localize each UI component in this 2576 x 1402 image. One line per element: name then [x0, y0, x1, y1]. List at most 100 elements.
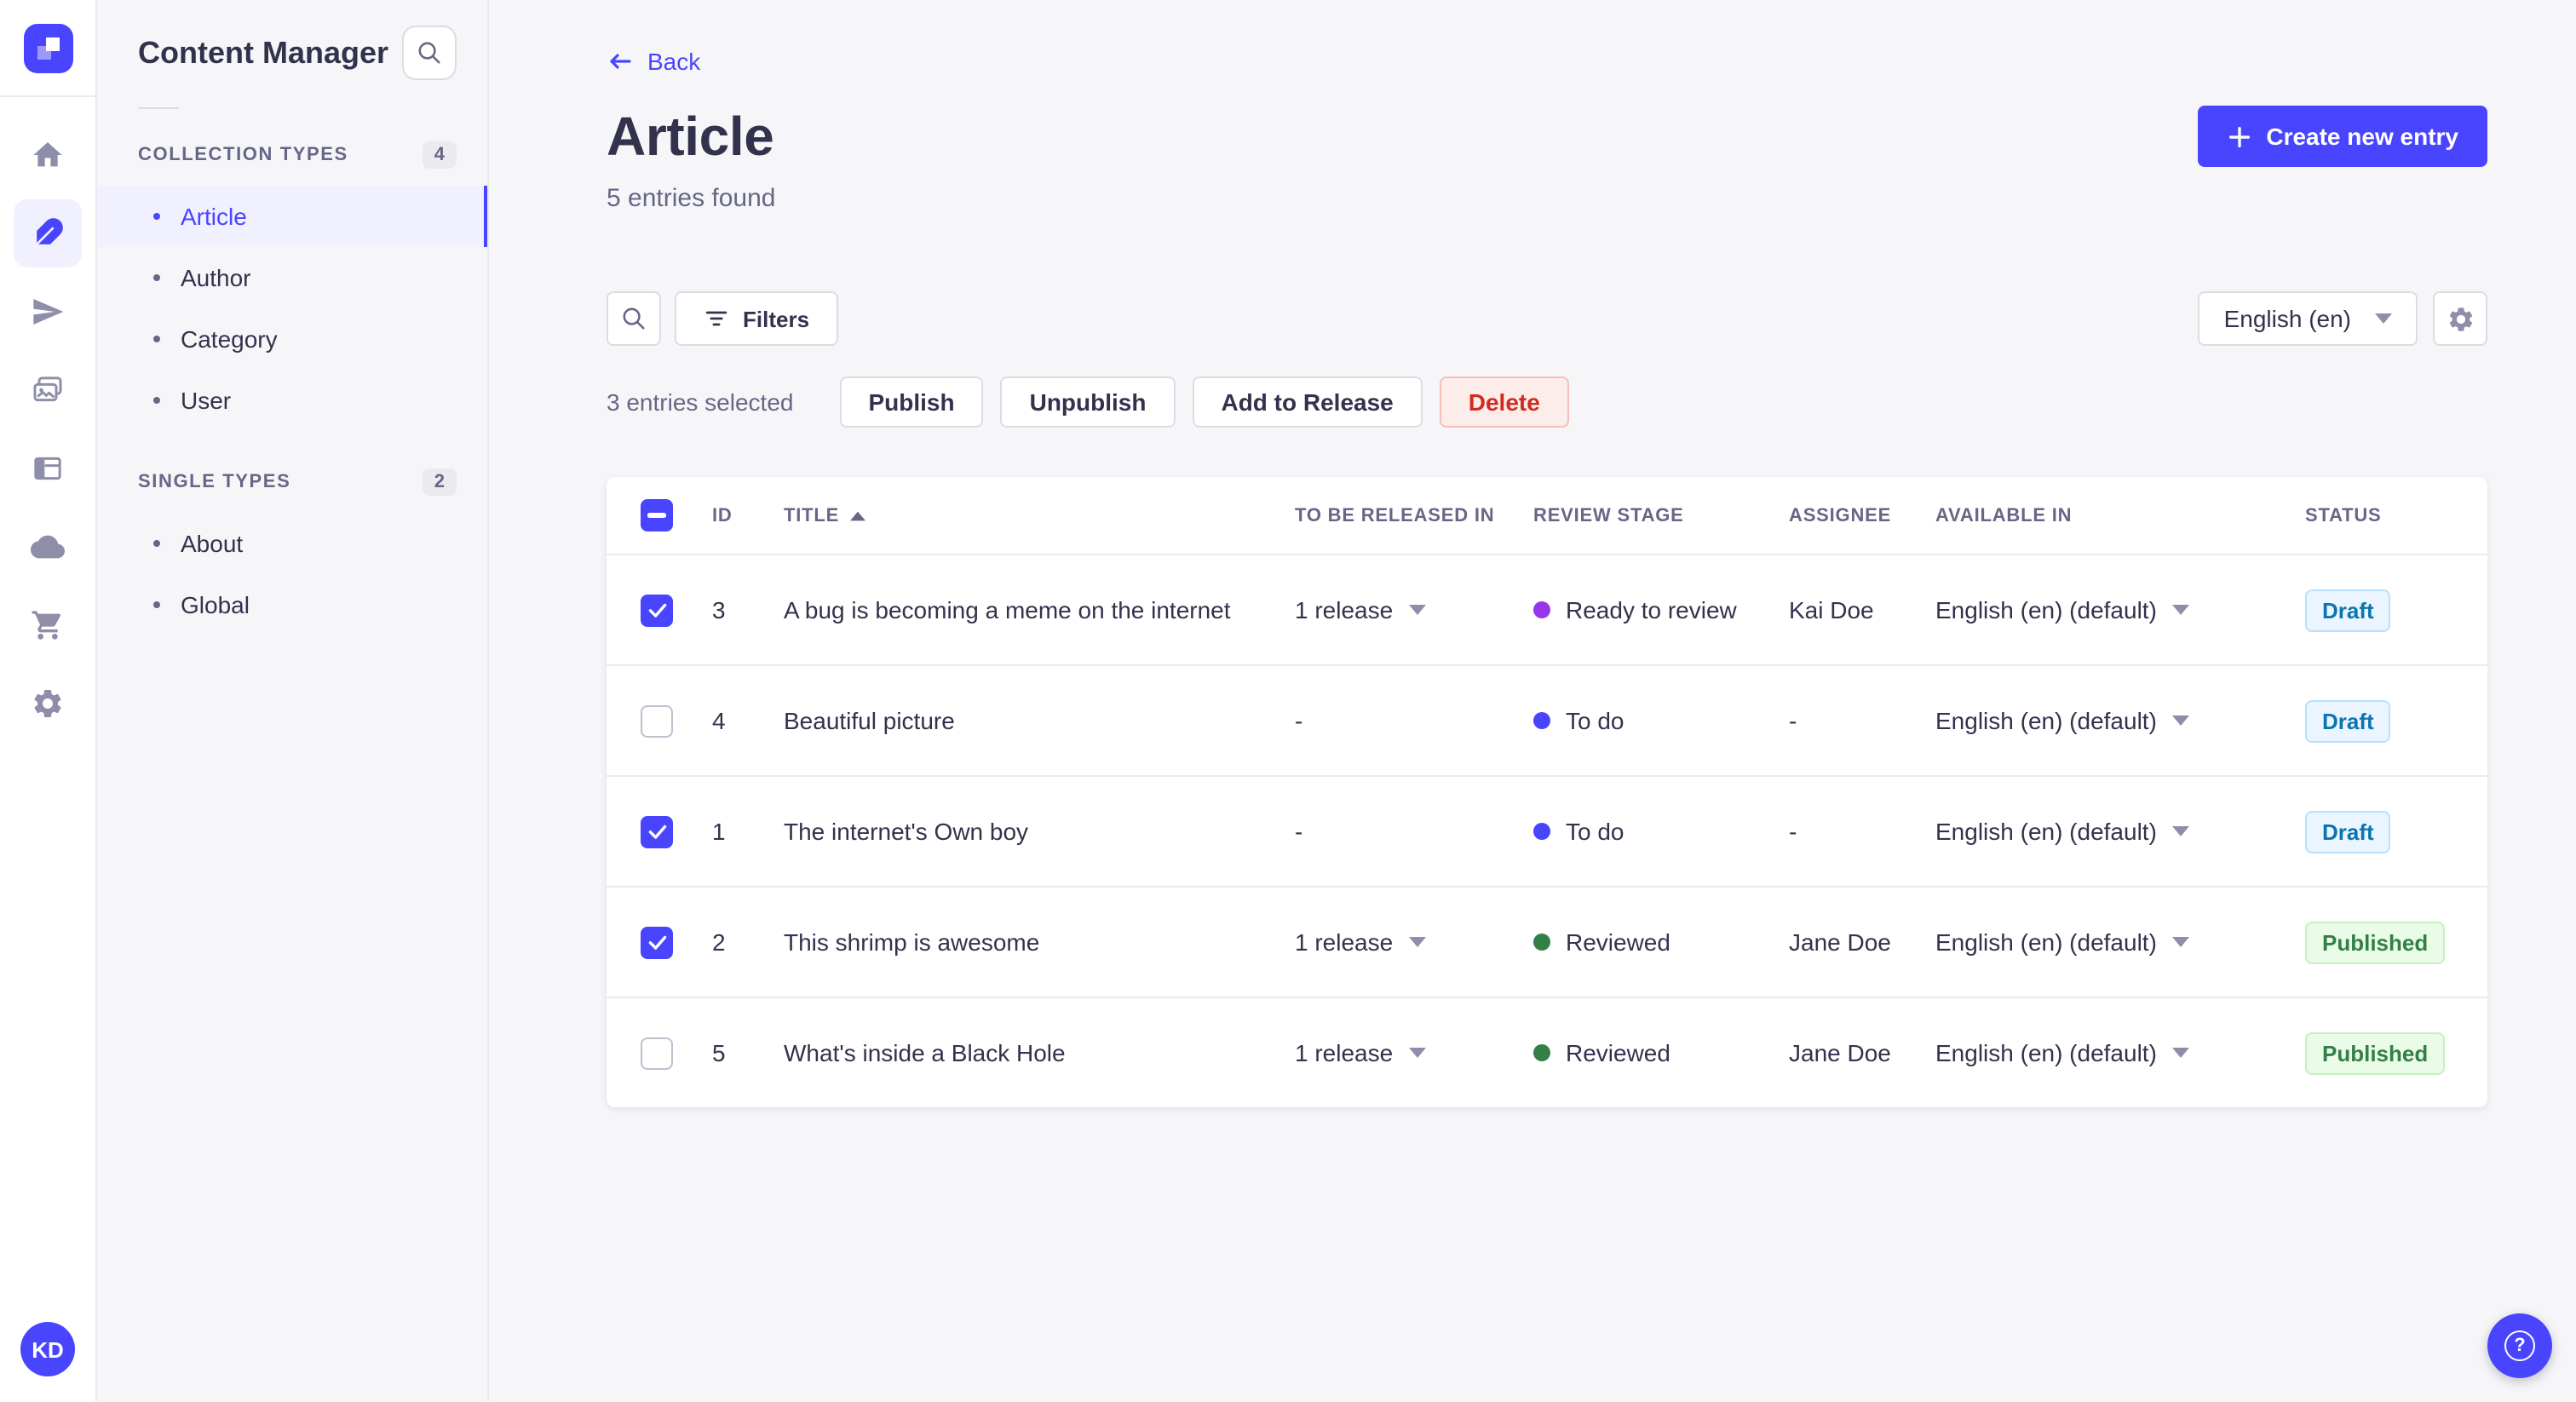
- sidebar-item-category[interactable]: Category: [97, 308, 487, 370]
- column-header-assignee[interactable]: ASSIGNEE: [1789, 505, 1892, 526]
- row-id: 2: [712, 928, 726, 956]
- sidebar-item-label: Global: [181, 591, 250, 618]
- column-header-review-stage[interactable]: REVIEW STAGE: [1533, 505, 1684, 526]
- row-title: What's inside a Black Hole: [784, 1039, 1066, 1066]
- row-review-stage: To do: [1533, 707, 1789, 734]
- layout-icon[interactable]: [14, 434, 82, 503]
- select-all-checkbox[interactable]: [641, 499, 673, 531]
- check-icon: [647, 935, 666, 950]
- column-header-title[interactable]: TITLE: [784, 505, 1295, 526]
- release-count: 1 release: [1295, 928, 1394, 956]
- chevron-down-icon: [2171, 1048, 2189, 1058]
- row-release-dropdown[interactable]: -: [1295, 818, 1533, 845]
- stage-dot-icon: [1533, 601, 1550, 618]
- table-search-button[interactable]: [607, 291, 661, 346]
- table-row[interactable]: 2 This shrimp is awesome 1 release Revie…: [607, 886, 2487, 997]
- stage-dot-icon: [1533, 712, 1550, 729]
- locale-select[interactable]: English (en): [2198, 291, 2418, 346]
- row-checkbox[interactable]: [641, 926, 673, 958]
- search-icon[interactable]: [402, 26, 457, 80]
- row-locale-dropdown[interactable]: English (en) (default): [1935, 818, 2305, 845]
- locale-label: English (en) (default): [1935, 596, 2157, 623]
- view-settings-button[interactable]: [2433, 291, 2487, 346]
- selection-count-label: 3 entries selected: [607, 388, 794, 416]
- status-badge: Published: [2305, 921, 2446, 963]
- add-to-release-button[interactable]: Add to Release: [1192, 376, 1423, 428]
- entries-table: ID TITLE TO BE RELEASED IN REVIEW STAGE …: [607, 477, 2487, 1107]
- stage-dot-icon: [1533, 934, 1550, 951]
- feather-icon[interactable]: [14, 199, 82, 267]
- back-arrow-icon: [610, 54, 631, 69]
- chevron-down-icon: [2171, 605, 2189, 615]
- row-release-dropdown[interactable]: 1 release: [1295, 928, 1533, 956]
- title-block: Article 5 entries found: [607, 106, 776, 213]
- column-header-status[interactable]: STATUS: [2305, 505, 2382, 526]
- column-header-id[interactable]: ID: [712, 505, 733, 526]
- gear-icon[interactable]: [14, 669, 82, 738]
- row-id: 3: [712, 596, 726, 623]
- table-row[interactable]: 1 The internet's Own boy - To do - Engli…: [607, 775, 2487, 886]
- row-checkbox[interactable]: [641, 594, 673, 626]
- cloud-icon[interactable]: [14, 513, 82, 581]
- search-icon: [623, 307, 645, 330]
- stage-dot-icon: [1533, 823, 1550, 840]
- delete-button[interactable]: Delete: [1439, 376, 1569, 428]
- row-release-dropdown[interactable]: -: [1295, 707, 1533, 734]
- unpublish-button[interactable]: Unpublish: [1000, 376, 1176, 428]
- sidebar-item-article[interactable]: Article: [97, 186, 487, 247]
- filters-button[interactable]: Filters: [675, 291, 839, 346]
- section-label: Single Types: [138, 472, 291, 492]
- user-avatar[interactable]: KD: [20, 1322, 75, 1376]
- images-icon[interactable]: [14, 356, 82, 424]
- bullet-icon: [153, 336, 160, 342]
- status-badge: Draft: [2305, 699, 2391, 742]
- table-row[interactable]: 4 Beautiful picture - To do - English (e…: [607, 664, 2487, 775]
- sidebar-item-user[interactable]: User: [97, 370, 487, 431]
- check-icon: [647, 825, 666, 839]
- status-badge: Draft: [2305, 810, 2391, 853]
- status-badge: Published: [2305, 1031, 2446, 1074]
- row-checkbox[interactable]: [641, 1037, 673, 1069]
- section-label: Collection Types: [138, 145, 348, 165]
- sidebar-item-label: About: [181, 530, 244, 557]
- sidebar-divider: [138, 107, 179, 109]
- strapi-logo-link[interactable]: [0, 0, 95, 97]
- back-link[interactable]: Back: [607, 48, 700, 75]
- release-count: -: [1295, 818, 1303, 845]
- row-checkbox[interactable]: [641, 815, 673, 848]
- content-manager-sidebar: Content Manager Collection Types 4 Artic…: [97, 0, 489, 1402]
- row-checkbox[interactable]: [641, 704, 673, 737]
- row-title: The internet's Own boy: [784, 818, 1029, 845]
- table-row[interactable]: 5 What's inside a Black Hole 1 release R…: [607, 997, 2487, 1107]
- collection-types-section: Collection Types 4 Article Author Catego…: [97, 141, 487, 431]
- row-locale-dropdown[interactable]: English (en) (default): [1935, 928, 2305, 956]
- help-button[interactable]: ?: [2487, 1313, 2552, 1378]
- paper-plane-icon[interactable]: [14, 278, 82, 346]
- table-row[interactable]: 3 A bug is becoming a meme on the intern…: [607, 554, 2487, 664]
- release-count: 1 release: [1295, 596, 1394, 623]
- chevron-down-icon: [2171, 826, 2189, 836]
- row-release-dropdown[interactable]: 1 release: [1295, 596, 1533, 623]
- sidebar-item-author[interactable]: Author: [97, 247, 487, 308]
- cart-icon[interactable]: [14, 591, 82, 659]
- column-header-to-be-released-in[interactable]: TO BE RELEASED IN: [1295, 505, 1495, 526]
- row-locale-dropdown[interactable]: English (en) (default): [1935, 707, 2305, 734]
- publish-button[interactable]: Publish: [839, 376, 984, 428]
- row-locale-dropdown[interactable]: English (en) (default): [1935, 1039, 2305, 1066]
- sort-ascending-icon: [849, 510, 865, 520]
- home-icon[interactable]: [14, 121, 82, 189]
- row-locale-dropdown[interactable]: English (en) (default): [1935, 596, 2305, 623]
- gear-icon: [2448, 307, 2472, 330]
- row-release-dropdown[interactable]: 1 release: [1295, 1039, 1533, 1066]
- rail-nav: [14, 121, 82, 738]
- locale-select-value: English (en): [2223, 305, 2351, 332]
- indeterminate-dash-icon: [647, 513, 666, 518]
- column-header-available-in[interactable]: AVAILABLE IN: [1935, 505, 2073, 526]
- back-label: Back: [647, 48, 701, 75]
- sidebar-item-about[interactable]: About: [97, 513, 487, 574]
- create-new-entry-button[interactable]: Create new entry: [2198, 106, 2487, 167]
- main-nav-rail: KD: [0, 0, 97, 1402]
- row-review-stage: Ready to review: [1533, 596, 1789, 623]
- sidebar-item-label: User: [181, 387, 232, 414]
- sidebar-item-global[interactable]: Global: [97, 574, 487, 635]
